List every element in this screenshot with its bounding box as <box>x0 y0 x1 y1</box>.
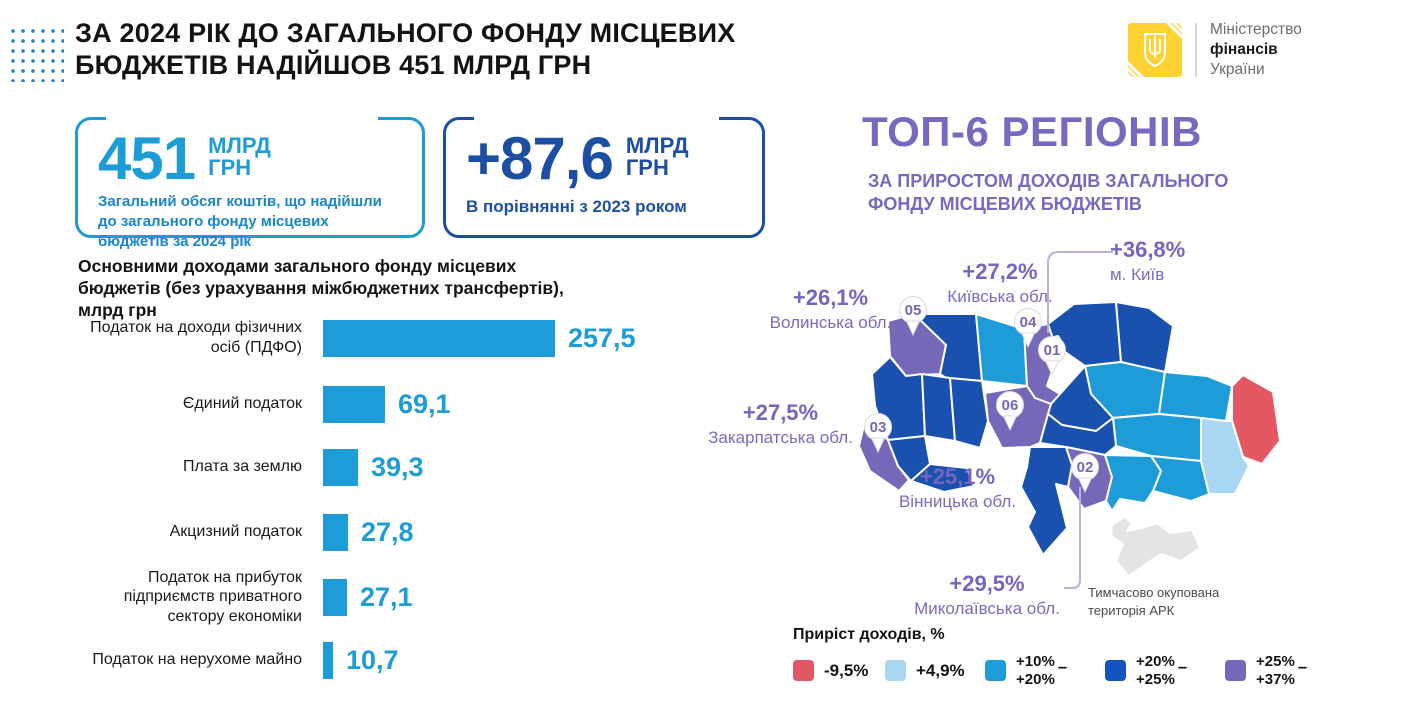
svg-text:06: 06 <box>1002 397 1019 414</box>
top6-subtitle: ЗА ПРИРОСТОМ ДОХОДІВ ЗАГАЛЬНОГО ФОНДУ МІ… <box>868 171 1229 215</box>
label-volynska: +26,1% Волинська обл. <box>769 285 892 332</box>
legend-row: -9,5% +4,9% +10% +20% – <box>793 653 1341 688</box>
region-kharkiv <box>1158 371 1233 422</box>
legend-item-pale-blue: +4,9% <box>885 660 985 682</box>
pin-04-kyivska: 04 <box>1014 308 1042 349</box>
legend-item-purple: +25% +37% – <box>1225 653 1341 688</box>
region-khmelnytskyi <box>949 377 989 449</box>
bar-label: Податок на нерухоме майно <box>92 651 302 669</box>
region-chernivtsi <box>910 463 975 493</box>
bar-value: 69,1 <box>398 388 451 419</box>
connector-kyiv-city <box>1047 251 1113 333</box>
range-dash: – <box>1057 656 1068 676</box>
pin-01-kyiv-city: 01 <box>1038 336 1066 377</box>
ministry-name-line2: фінансів <box>1210 41 1278 59</box>
svg-text:04: 04 <box>1020 314 1037 331</box>
bar-row-land-fee: Плата за землю 39,3 <box>78 439 718 495</box>
bar-value: 27,8 <box>361 516 414 547</box>
ukraine-map: 05 04 01 06 03 02 <box>858 251 1281 589</box>
chart-title: Основними доходами загального фонду місц… <box>78 256 564 320</box>
top6-title: ТОП-6 РЕГІОНІВ <box>862 108 1202 155</box>
label-zakarpatska: +27,5% Закарпатська обл. <box>708 400 853 447</box>
region-kherson <box>1104 454 1162 512</box>
bar-row-corporate-profit: Податок на прибуток підприємств приватно… <box>78 569 718 625</box>
total-revenue-description: Загальний обсяг коштів, що надійшли до з… <box>98 193 382 250</box>
svg-text:01: 01 <box>1044 342 1061 359</box>
bar-land-fee <box>323 448 358 486</box>
pin-05-volyn: 05 <box>899 296 927 337</box>
label-kyivska: +27,2% Київська обл. <box>947 259 1053 306</box>
yoy-growth-card: +87,6 МЛРД ГРН В порівнянні з 2023 роком <box>443 117 765 238</box>
label-kyiv-city: +36,8% м. Київ <box>1110 237 1186 284</box>
bar-label: Єдиний податок <box>182 395 302 413</box>
total-revenue-card: 451 МЛРД ГРН Загальний обсяг коштів, що … <box>75 117 425 250</box>
legend-swatch-red <box>793 660 814 682</box>
pin-06-vinnytsia: 06 <box>996 391 1024 432</box>
crimea-note: Тимчасово окупована територія АРК <box>1088 585 1220 618</box>
bar-row-single-tax: Єдиний податок 69,1 <box>78 376 718 432</box>
legend-item-red: -9,5% <box>793 660 885 682</box>
bar-value: 257,5 <box>568 322 636 353</box>
ministry-name-line3: України <box>1210 61 1265 79</box>
range-dash: – <box>1177 656 1188 676</box>
ukraine-map-area: 05 04 01 06 03 02 <box>700 235 1409 635</box>
bar-value: 27,1 <box>360 581 413 612</box>
yoy-growth-figure: +87,6 МЛРД ГРН <box>466 125 742 192</box>
region-zaporizhzhia <box>1150 455 1210 502</box>
map-legend: Приріст доходів, % -9,5% +4,9% +10% +20%… <box>793 626 1341 688</box>
region-sumy <box>1115 301 1174 373</box>
legend-swatch-pale-blue <box>885 660 906 682</box>
bar-value: 39,3 <box>371 451 424 482</box>
bar-value: 10,7 <box>346 644 399 675</box>
svg-text:02: 02 <box>1077 459 1094 476</box>
bar-label: Плата за землю <box>183 458 302 476</box>
legend-title: Приріст доходів, % <box>793 626 945 643</box>
region-crimea <box>1110 516 1201 577</box>
bar-label: Податок на прибуток підприємств приватно… <box>123 568 302 625</box>
svg-text:05: 05 <box>905 302 922 319</box>
logo-divider <box>1195 23 1197 78</box>
bar-excise <box>323 513 348 551</box>
bar-row-real-estate: Податок на нерухоме майно 10,7 <box>78 632 718 688</box>
bar-pdfo <box>323 319 555 357</box>
bar-label: Акцизний податок <box>169 523 302 541</box>
bar-single-tax <box>323 385 385 423</box>
legend-swatch-dark-blue <box>1105 660 1126 682</box>
pin-03-zakarpattia: 03 <box>864 413 892 454</box>
range-dash: – <box>1297 656 1308 676</box>
label-mykolaivska: +29,5% Миколаївська обл. <box>914 571 1060 618</box>
trident-emblem-icon <box>1128 23 1182 78</box>
region-kirovohrad <box>1039 413 1117 456</box>
ministry-name: Міністерство фінансів України <box>1210 20 1302 80</box>
page-title-line2: БЮДЖЕТІВ НАДІЙШОВ 451 МЛРД ГРН <box>75 49 592 80</box>
yoy-growth-unit: МЛРД ГРН <box>625 133 689 181</box>
legend-swatch-cyan <box>985 660 1006 682</box>
ministry-name-line1: Міністерство <box>1210 21 1302 38</box>
legend-swatch-purple <box>1225 660 1246 682</box>
bar-row-pdfo: Податок на доходи фізичних осіб (ПДФО) 2… <box>78 310 718 366</box>
label-vinnytska: +25,1% Вінницька обл. <box>898 464 1017 511</box>
region-odesa <box>1020 446 1073 556</box>
yoy-growth-description: В порівнянні з 2023 роком <box>466 197 687 216</box>
total-revenue-unit: МЛРД ГРН <box>208 133 271 181</box>
bar-row-excise: Акцизний податок 27,8 <box>78 504 718 560</box>
page-title: ЗА 2024 РІК ДО ЗАГАЛЬНОГО ФОНДУ МІСЦЕВИХ… <box>75 18 735 82</box>
svg-text:03: 03 <box>870 419 887 436</box>
page-title-line1: ЗА 2024 РІК ДО ЗАГАЛЬНОГО ФОНДУ МІСЦЕВИХ <box>75 18 736 48</box>
pin-02-mykolaiv: 02 <box>1071 453 1099 494</box>
ministry-logo: Міністерство фінансів України <box>1128 20 1302 80</box>
bar-real-estate <box>323 641 333 679</box>
legend-item-dark-blue: +20% +25% – <box>1105 653 1225 688</box>
bar-corporate-profit <box>323 578 347 616</box>
total-revenue-figure: 451 МЛРД ГРН <box>98 125 402 192</box>
connector-mykolaiv <box>1064 487 1081 589</box>
total-revenue-number: 451 <box>98 125 196 192</box>
yoy-growth-number: +87,6 <box>466 125 614 192</box>
region-dnipro <box>1112 413 1202 462</box>
legend-item-cyan: +10% +20% – <box>985 653 1105 688</box>
dot-grid-decoration <box>8 26 64 82</box>
bar-label: Податок на доходи фізичних осіб (ПДФО) <box>90 319 302 356</box>
